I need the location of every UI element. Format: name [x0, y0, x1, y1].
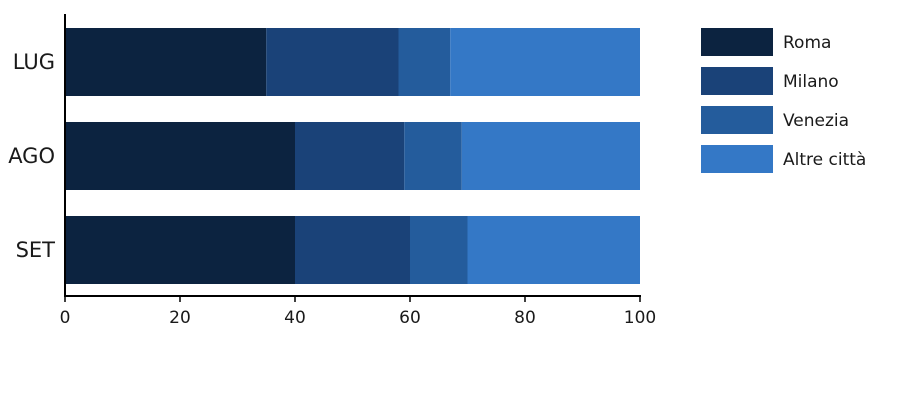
legend-swatch-milano	[701, 67, 773, 95]
bar-lug-milano	[266, 28, 399, 96]
category-label-lug: LUG	[13, 50, 55, 74]
category-label-ago: AGO	[8, 144, 55, 168]
bar-ago-roma	[65, 122, 295, 190]
bars-group	[65, 28, 640, 284]
bar-set-roma	[65, 216, 295, 284]
bar-lug-roma	[65, 28, 267, 96]
x-tick-label-0: 0	[60, 308, 71, 328]
bar-set-milano	[295, 216, 410, 284]
bar-ago-altre-citt-	[461, 122, 640, 190]
category-label-set: SET	[16, 238, 56, 262]
legend-label-altre-citt-: Altre città	[783, 150, 866, 170]
bar-set-altre-citt-	[467, 216, 640, 284]
bar-ago-milano	[295, 122, 405, 190]
x-tick-label-60: 60	[399, 308, 421, 328]
legend-label-roma: Roma	[783, 33, 831, 53]
legend-swatch-venezia	[701, 106, 773, 134]
legend-swatch-roma	[701, 28, 773, 56]
legend-swatch-altre-citt-	[701, 145, 773, 173]
bar-lug-venezia	[398, 28, 451, 96]
legend-label-venezia: Venezia	[783, 111, 849, 131]
x-tick-labels: 0 20 40 60 80 100	[60, 296, 656, 328]
x-tick-label-20: 20	[169, 308, 191, 328]
x-tick-label-40: 40	[284, 308, 306, 328]
bar-ago-venezia	[404, 122, 462, 190]
bar-set-venezia	[410, 216, 468, 284]
legend-label-milano: Milano	[783, 72, 839, 92]
legend: Roma Milano Venezia Altre città	[701, 28, 866, 173]
category-labels: LUG AGO SET	[8, 50, 55, 262]
axes-group	[64, 14, 641, 297]
bar-lug-altre-citt-	[450, 28, 640, 96]
x-tick-label-80: 80	[514, 308, 536, 328]
x-tick-label-100: 100	[624, 308, 656, 328]
